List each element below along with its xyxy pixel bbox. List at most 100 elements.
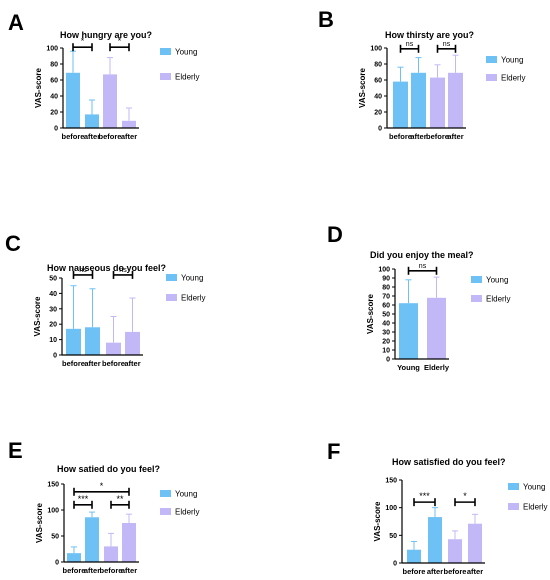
chart-title: How hungry are you?	[60, 30, 152, 40]
x-tick-label: after	[84, 132, 100, 141]
x-tick-label: before	[63, 566, 86, 575]
chart-title: How thirsty are you?	[385, 30, 474, 40]
significance-label: ***	[419, 491, 430, 501]
bar	[393, 81, 408, 128]
bar	[85, 327, 100, 355]
y-tick-label: 100	[370, 46, 382, 53]
y-tick-label: 20	[50, 110, 58, 117]
y-axis-label: VAS-score	[34, 68, 43, 108]
y-tick-label: 100	[378, 267, 390, 274]
y-tick-label: 50	[51, 534, 59, 541]
legend-label: Young	[175, 48, 197, 57]
legend-swatch	[160, 508, 171, 515]
bar	[399, 303, 418, 359]
legend-swatch	[486, 74, 497, 81]
x-tick-label: after	[124, 359, 140, 368]
x-tick-label: after	[410, 132, 426, 141]
y-tick-label: 0	[55, 560, 59, 567]
y-tick-label: 50	[389, 533, 397, 540]
chart-title: How nauseous do you feel?	[47, 263, 166, 273]
y-tick-label: 0	[393, 561, 397, 568]
y-axis-label: VAS-score	[366, 294, 375, 334]
bar	[103, 74, 117, 128]
y-tick-label: 80	[382, 285, 390, 292]
y-tick-label: 0	[53, 353, 57, 360]
significance-label: ns	[79, 267, 87, 274]
bar	[85, 114, 99, 128]
legend-swatch	[508, 503, 519, 510]
x-tick-label: before	[444, 567, 467, 576]
legend-swatch	[471, 295, 482, 302]
x-tick-label: before	[62, 132, 85, 141]
y-axis-label: VAS-score	[33, 296, 42, 336]
chart-title: How satisfied do you feel?	[392, 457, 506, 467]
legend-label: Elderly	[175, 508, 199, 517]
bar	[411, 72, 426, 128]
bar	[66, 72, 80, 128]
x-tick-label: Elderly	[424, 363, 450, 372]
y-tick-label: 30	[382, 330, 390, 337]
significance-label: *	[81, 36, 85, 46]
y-tick-label: 40	[49, 291, 57, 298]
legend-swatch	[486, 56, 497, 63]
bar	[66, 328, 81, 355]
panel-letter: A	[8, 10, 24, 35]
y-tick-label: 100	[46, 46, 58, 53]
significance-label: *	[100, 481, 104, 491]
bar	[448, 539, 462, 563]
significance-label: ns	[419, 263, 427, 270]
chart-title: How satied do you feel?	[57, 464, 160, 474]
bar	[104, 546, 118, 562]
y-tick-label: 20	[49, 322, 57, 329]
y-tick-label: 40	[382, 321, 390, 328]
y-tick-label: 20	[374, 110, 382, 117]
legend-label: Elderly	[175, 73, 199, 82]
legend-swatch	[166, 274, 177, 281]
x-tick-label: after	[447, 132, 463, 141]
bar	[122, 523, 136, 562]
x-tick-label: before	[62, 359, 85, 368]
bar	[125, 331, 140, 355]
y-tick-label: 80	[50, 62, 58, 69]
significance-label: **	[116, 494, 124, 504]
x-tick-label: after	[84, 359, 100, 368]
y-tick-label: 60	[50, 78, 58, 85]
legend-label: Young	[523, 483, 545, 492]
x-tick-label: before	[426, 132, 449, 141]
legend-swatch	[160, 73, 171, 80]
y-tick-label: 50	[382, 312, 390, 319]
x-tick-label: after	[121, 132, 137, 141]
panel-letter: B	[318, 7, 334, 32]
y-tick-label: 100	[385, 505, 397, 512]
bar	[67, 553, 81, 562]
bar	[427, 297, 446, 359]
significance-label: ns	[443, 41, 451, 48]
legend-label: Young	[175, 490, 197, 499]
legend-label: Elderly	[523, 503, 547, 512]
y-axis-label: VAS-score	[35, 503, 44, 543]
y-tick-label: 10	[382, 348, 390, 355]
x-tick-label: before	[100, 566, 123, 575]
y-tick-label: 90	[382, 276, 390, 283]
x-tick-label: before	[102, 359, 125, 368]
y-tick-label: 0	[378, 126, 382, 133]
y-tick-label: 10	[49, 337, 57, 344]
panel-d: D Did you enjoy the meal? Young Elderly 0 10 2…	[327, 222, 510, 372]
legend-swatch	[166, 294, 177, 301]
legend-label: Young	[486, 276, 508, 285]
x-tick-label: after	[121, 566, 137, 575]
legend-swatch	[160, 48, 171, 55]
y-tick-label: 150	[385, 478, 397, 485]
bar	[407, 549, 421, 563]
significance-label: ***	[78, 494, 89, 504]
y-tick-label: 150	[47, 482, 59, 489]
x-tick-label: before	[389, 132, 412, 141]
bar	[430, 77, 445, 128]
y-axis-label: VAS-score	[373, 501, 382, 541]
significance-label: ns	[406, 41, 414, 48]
chart-title: Did you enjoy the meal?	[370, 250, 474, 260]
